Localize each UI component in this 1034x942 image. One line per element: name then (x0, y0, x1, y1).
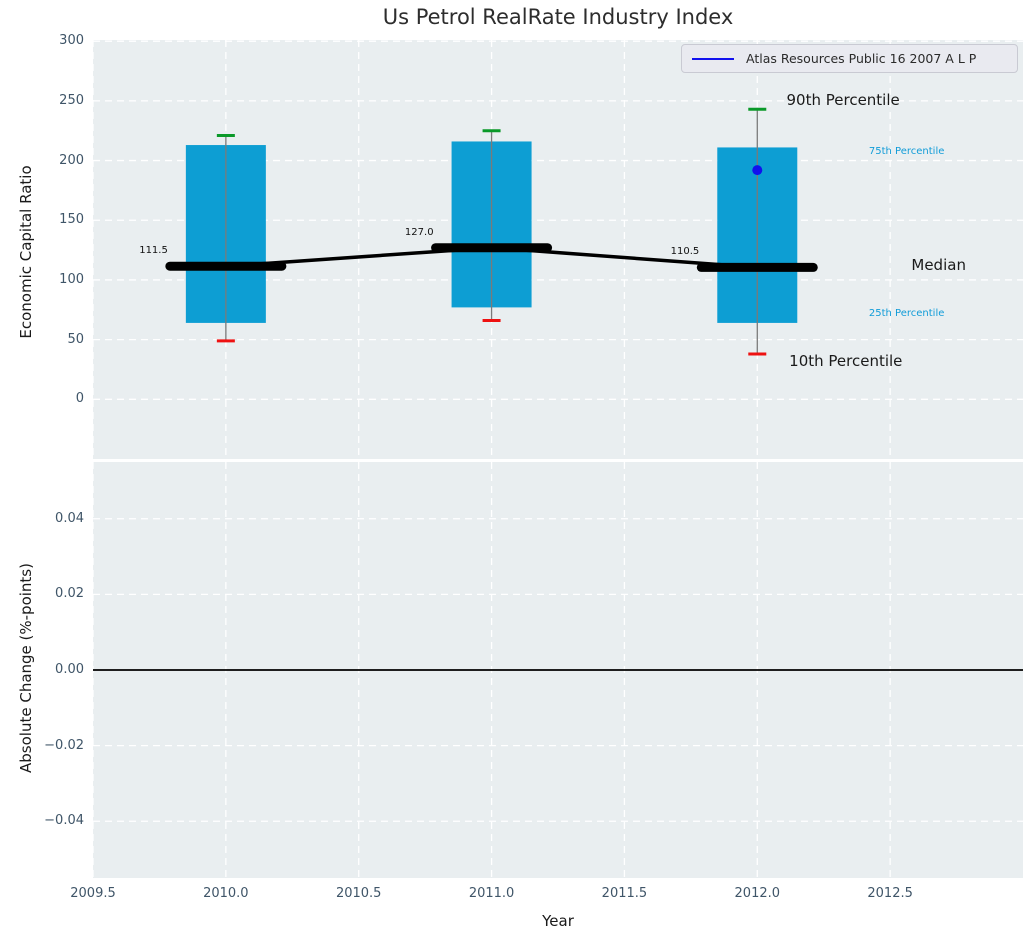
annotation-10th-percentile: 10th Percentile (789, 352, 903, 371)
xtick: 2012.5 (867, 886, 913, 901)
xtick: 2010.0 (203, 886, 249, 901)
ytick-top: 200 (59, 152, 84, 168)
ytick-top: 250 (59, 92, 84, 108)
company-data-point (752, 165, 763, 176)
median-value-label: 127.0 (404, 226, 434, 238)
x-axis-label: Year (542, 912, 574, 930)
annotation-median: Median (911, 255, 966, 274)
ytick-bottom: 0.00 (55, 662, 84, 677)
y-axis-label-top: Economic Capital Ratio (17, 165, 35, 339)
xtick: 2010.5 (335, 886, 382, 901)
annotation-75th-percentile: 75th Percentile (868, 146, 945, 158)
bottom-plot-area (93, 462, 1023, 878)
ytick-bottom: 0.02 (55, 586, 84, 602)
median-value-label: 110.5 (670, 246, 700, 258)
xtick: 2009.5 (70, 886, 116, 901)
xtick: 2012.0 (734, 886, 781, 901)
change-plot-canvas (93, 462, 1023, 878)
xtick: 2011.5 (601, 886, 648, 901)
ytick-top: 100 (59, 271, 84, 287)
boxplot-canvas (93, 40, 1023, 459)
chart-title: Us Petrol RealRate Industry Index (382, 5, 734, 29)
annotation-25th-percentile: 25th Percentile (868, 307, 945, 319)
annotation-90th-percentile: 90th Percentile (786, 90, 900, 109)
ytick-top: 150 (59, 212, 84, 228)
median-value-label: 111.5 (139, 245, 168, 257)
top-plot-area (93, 40, 1023, 459)
ytick-bottom: −0.04 (44, 813, 84, 829)
ytick-top: 50 (67, 331, 84, 347)
ytick-bottom: −0.02 (44, 737, 84, 753)
legend-label: Atlas Resources Public 16 2007 A L P (746, 51, 977, 66)
ytick-bottom: 0.04 (55, 510, 84, 526)
legend: Atlas Resources Public 16 2007 A L P (681, 44, 1018, 73)
ytick-top: 300 (59, 33, 84, 49)
xtick: 2011.0 (468, 886, 515, 901)
legend-line-icon (692, 57, 734, 60)
ytick-top: 0 (75, 391, 84, 407)
